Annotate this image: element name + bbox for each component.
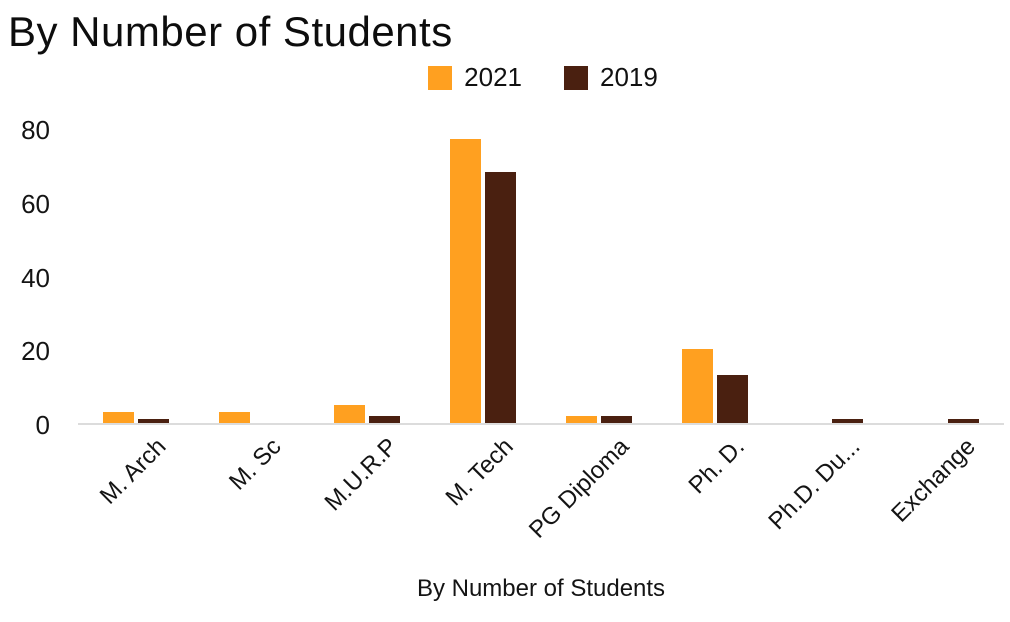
bar-group: M. Sc <box>194 130 310 495</box>
bar-2019 <box>716 375 748 423</box>
bar-group: M.U.R.P <box>310 130 426 516</box>
bar-2021 <box>334 405 366 423</box>
legend-swatch-2019-icon <box>564 65 588 90</box>
bar-2019 <box>832 419 864 423</box>
y-tick-label: 80 <box>21 115 50 145</box>
bar-group: Ph. D. <box>657 130 773 499</box>
bar-2019 <box>948 419 980 423</box>
bar-group: Exchange <box>887 130 1004 528</box>
y-tick-label: 40 <box>21 262 50 293</box>
bar-2021 <box>681 349 713 423</box>
bar-group: M. Arch <box>78 130 194 510</box>
bar-group: Ph.D. Du... <box>763 130 889 535</box>
legend-swatch-2021-icon <box>428 65 453 90</box>
bar-2021 <box>565 416 597 423</box>
bar-2019 <box>485 172 517 423</box>
y-tick-label: 60 <box>21 188 50 219</box>
legend-label-2019: 2019 <box>600 62 658 92</box>
x-tick-label: Ph. D. <box>683 433 750 500</box>
bar-group: M. Tech <box>425 130 541 511</box>
chart-title: By Number of Students <box>8 8 453 55</box>
bar-2021 <box>102 412 134 423</box>
bar-2021 <box>218 412 250 423</box>
bar-2019 <box>369 416 401 423</box>
x-tick-label: Ph.D. Du... <box>763 433 866 536</box>
legend: 2021 2019 <box>0 62 1010 93</box>
bar-2019 <box>137 419 169 423</box>
legend-item-2019[interactable]: 2019 <box>564 62 658 93</box>
y-axis: 0 20 40 60 80 <box>0 117 56 438</box>
x-tick-label: M.U.R.P <box>319 433 403 517</box>
legend-label-2021: 2021 <box>464 62 522 92</box>
bar-2019 <box>600 416 632 423</box>
bar-2021 <box>450 139 482 423</box>
bar-group: PG Diploma <box>523 130 657 544</box>
y-tick-label: 0 <box>35 410 50 440</box>
plot-area: M. Arch M. Sc M.U.R.P M. Tech PG Diploma Ph. … <box>78 130 1004 544</box>
legend-item-2021[interactable]: 2021 <box>428 62 522 93</box>
x-tick-label: Exchange <box>886 433 982 528</box>
x-axis-title: By Number of Students <box>416 575 666 602</box>
x-tick-label: M. Sc <box>224 433 287 496</box>
x-tick-label: PG Diploma <box>523 433 634 544</box>
x-tick-label: M. Tech <box>440 433 519 512</box>
y-tick-label: 20 <box>21 336 50 367</box>
x-tick-label: M. Arch <box>94 433 171 510</box>
